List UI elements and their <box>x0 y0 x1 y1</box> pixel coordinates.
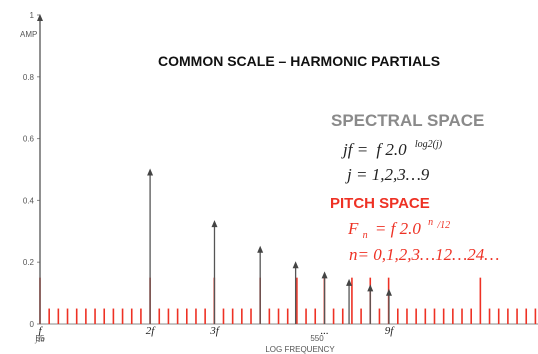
harmonic-arrowhead <box>211 220 218 228</box>
y-tick-label: 0.4 <box>23 196 35 205</box>
harmonic-arrowhead <box>292 261 299 269</box>
pitch-formula-range: n= 0,1,2,3…12…24… <box>349 245 499 264</box>
harmonic-label: 9f <box>385 325 396 337</box>
pitch-formula-lhs: F <box>347 219 359 238</box>
y-tick-label: 0.8 <box>23 73 35 82</box>
harmonic-arrowhead <box>321 271 328 279</box>
harmonic-label: 2f <box>146 325 157 337</box>
harmonic-arrowhead <box>147 168 154 176</box>
pitch-formula-exponent: n <box>428 217 433 228</box>
harmonic-stems <box>37 14 392 324</box>
spectral-formula: jf = f 2.0 log2(j) <box>341 139 443 159</box>
y-tick-group: 0 0.2 0.4 0.6 0.8 1 <box>23 11 40 329</box>
x-tick-label-left: 55 <box>36 334 45 343</box>
y-tick-label: 0.2 <box>23 258 35 267</box>
y-axis-label: AMP <box>20 30 37 39</box>
harmonic-label: 3f <box>209 325 221 337</box>
harmonic-arrowhead <box>385 288 392 296</box>
spectral-space-heading: SPECTRAL SPACE <box>331 111 484 130</box>
spectral-formula-exponent: log2(j) <box>415 139 443 150</box>
pitch-formula: F n = f 2.0 n /12 <box>347 210 450 242</box>
spectral-formula-lhs: jf = <box>341 140 368 159</box>
harmonic-label: f <box>38 325 43 337</box>
pitch-formula-main: = f 2.0 <box>375 219 421 238</box>
x-axis-label: LOG FREQUENCY <box>265 345 335 354</box>
spectral-formula-main: f 2.0 <box>376 140 407 159</box>
pitch-space-heading: PITCH SPACE <box>330 195 430 212</box>
harmonic-arrowhead <box>367 284 374 292</box>
y-tick-label: 1 <box>30 11 35 20</box>
harmonic-label-sub: j10 <box>35 336 45 344</box>
harmonic-arrowhead <box>37 14 43 21</box>
pitch-formula-lhs-sub: n <box>363 230 368 241</box>
pitch-formula-exponent-tail: /12 <box>436 220 450 231</box>
chart-title: COMMON SCALE – HARMONIC PARTIALS <box>158 53 440 69</box>
harmonic-arrowhead <box>257 245 264 253</box>
spectral-formula-range: j = 1,2,3…9 <box>345 165 430 184</box>
y-tick-label: 0 <box>30 320 35 329</box>
pitch-space-stems <box>39 277 537 324</box>
x-tick-label-mid: 550 <box>310 334 324 343</box>
harmonic-arrowhead <box>346 278 353 286</box>
y-tick-label: 0.6 <box>23 135 35 144</box>
harmonic-label: ... <box>320 325 328 337</box>
